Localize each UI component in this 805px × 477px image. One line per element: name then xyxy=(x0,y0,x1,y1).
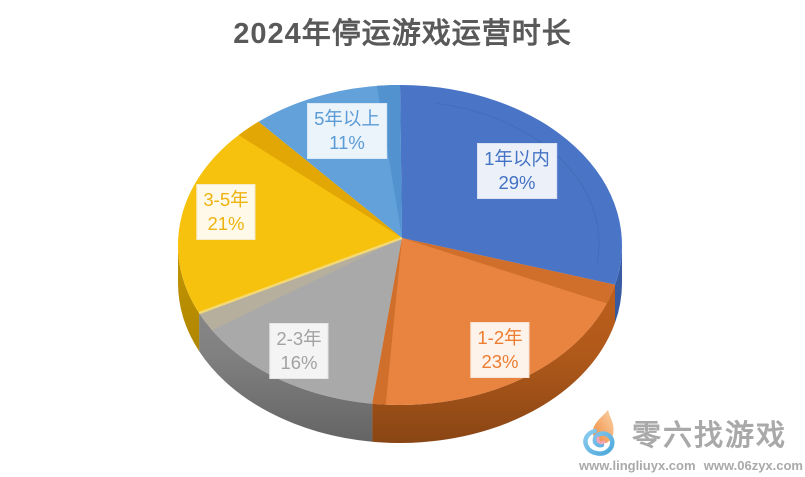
pie-label-percent: 11% xyxy=(329,132,365,153)
pie-label-3: 3-5年 21% xyxy=(196,184,256,240)
pie-label-percent: 23% xyxy=(481,351,519,372)
pie-label-1: 1-2年 23% xyxy=(470,322,530,378)
pie-label-2: 2-3年 16% xyxy=(269,323,329,379)
pie-bevel-band-1 xyxy=(402,238,615,304)
swirl-shape xyxy=(583,428,615,456)
pie-wall-shading xyxy=(178,245,622,443)
pie-label-percent: 21% xyxy=(207,213,245,234)
pie-label-category: 1年以内 xyxy=(484,148,550,169)
pie-label-percent: 16% xyxy=(280,352,318,373)
pie-bevel-band-3 xyxy=(238,121,402,238)
brand-name: 零六找游戏 xyxy=(632,420,788,452)
pie-label-category: 2-3年 xyxy=(276,328,322,349)
chart-title: 2024年停运游戏运营时长 xyxy=(233,18,572,50)
pie-label-category: 1-2年 xyxy=(477,327,523,348)
swirl-inner-shape xyxy=(596,436,606,445)
brand-url-06zyx: www.06zyx.com xyxy=(703,458,803,473)
pie-label-category: 3-5年 xyxy=(203,189,249,210)
pie-label-percent: 29% xyxy=(498,172,536,193)
brand-url-lingliuyx: www.lingliuyx.com xyxy=(579,458,696,473)
pie-bevel-band-1 xyxy=(372,238,402,405)
pie-label-0: 1年以内 29% xyxy=(477,143,557,199)
pie-bevel-band-2 xyxy=(199,238,402,331)
pie-bevel-highlight xyxy=(198,236,403,315)
watermark: 零六找游戏 www.lingliuyx.com www.06zyx.com xyxy=(579,409,803,473)
pie-slice-3 xyxy=(177,121,402,314)
pie-slice-2 xyxy=(199,238,402,404)
pie-bevel-crease xyxy=(435,102,600,263)
pie-label-category: 5年以上 xyxy=(314,108,380,129)
pie-label-4: 5年以上 11% xyxy=(307,103,387,159)
brand-logo-flame-icon xyxy=(583,410,615,456)
